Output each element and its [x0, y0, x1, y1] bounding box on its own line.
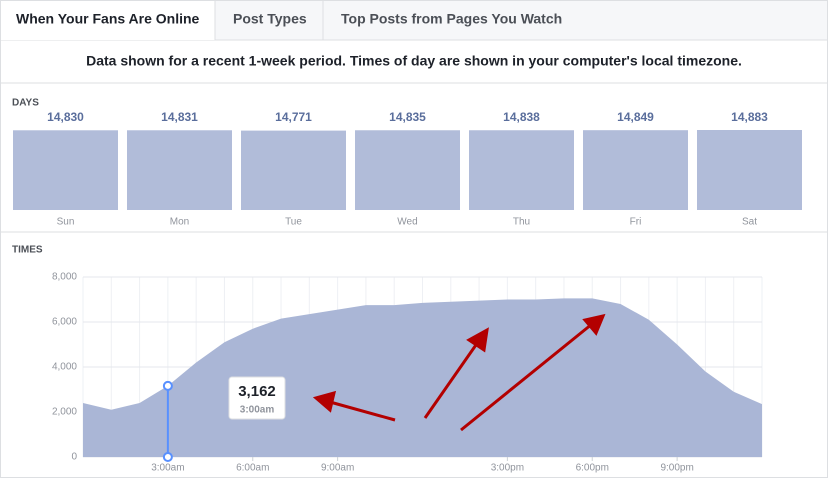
- value-label: 14,830: [47, 110, 84, 124]
- x-tick-label: Mon: [170, 217, 189, 228]
- bar: [355, 130, 460, 210]
- arrow: [460, 322, 593, 432]
- annotation-arrows: [312, 313, 606, 432]
- section-title: DAYS: [12, 98, 39, 109]
- y-tick-label: 6,000: [52, 317, 77, 328]
- x-tick-label: Tue: [285, 217, 302, 228]
- bar: [241, 130, 346, 210]
- times-chart: 0 2,000 4,000 6,000 8,000 3:00am 6:00am 9:00am 3…: [52, 272, 763, 474]
- value-label: 14,835: [389, 110, 426, 124]
- arrowhead: [466, 327, 489, 353]
- section-title: TIMES: [12, 245, 43, 256]
- tooltip-box: [228, 376, 286, 420]
- value-label: 14,883: [731, 110, 768, 124]
- tooltip-layer: 3,162 3:00am: [162, 376, 286, 462]
- value-label: 14,771: [275, 110, 312, 124]
- arrowhead: [582, 313, 606, 336]
- bar: [469, 130, 574, 210]
- value-label: 14,849: [617, 110, 654, 124]
- bar: [583, 130, 688, 210]
- x-tick-label: Wed: [397, 217, 417, 228]
- bar: [127, 130, 232, 210]
- x-tick-label: Thu: [513, 217, 530, 228]
- tab[interactable]: Top Posts from Pages You Watch: [341, 11, 562, 27]
- bar: [13, 130, 118, 210]
- x-tick-label: Sat: [742, 217, 757, 228]
- tooltip-time: 3:00am: [240, 405, 275, 416]
- tab[interactable]: Post Types: [233, 11, 307, 27]
- x-tick-label: 3:00am: [151, 463, 184, 474]
- x-tick-label: 6:00pm: [576, 463, 609, 474]
- notice: Data shown for a recent 1-week period. T…: [86, 53, 742, 69]
- y-tick-label: 8,000: [52, 272, 77, 283]
- tab[interactable]: When Your Fans Are Online: [16, 11, 200, 27]
- arrowhead: [312, 390, 337, 413]
- value-label: 14,838: [503, 110, 540, 124]
- x-tick-label: 9:00am: [321, 463, 354, 474]
- hover-base: [162, 452, 173, 462]
- x-tick-label: 9:00pm: [660, 463, 693, 474]
- active-tab-bg: [1, 1, 215, 40]
- value-label: 14,831: [161, 110, 198, 124]
- x-tick-label: Sun: [57, 217, 75, 228]
- bar: [697, 130, 802, 210]
- x-tick-label: 3:00pm: [491, 463, 524, 474]
- x-tick-label: 6:00am: [236, 463, 269, 474]
- tooltip-value: 3,162: [238, 383, 276, 400]
- arrow: [423, 341, 480, 419]
- y-tick-label: 2,000: [52, 407, 77, 418]
- hover-point: [162, 380, 173, 391]
- y-tick-label: 4,000: [52, 362, 77, 373]
- y-tick-label: 0: [71, 452, 77, 463]
- x-tick-label: Fri: [630, 217, 642, 228]
- arrow: [329, 400, 396, 422]
